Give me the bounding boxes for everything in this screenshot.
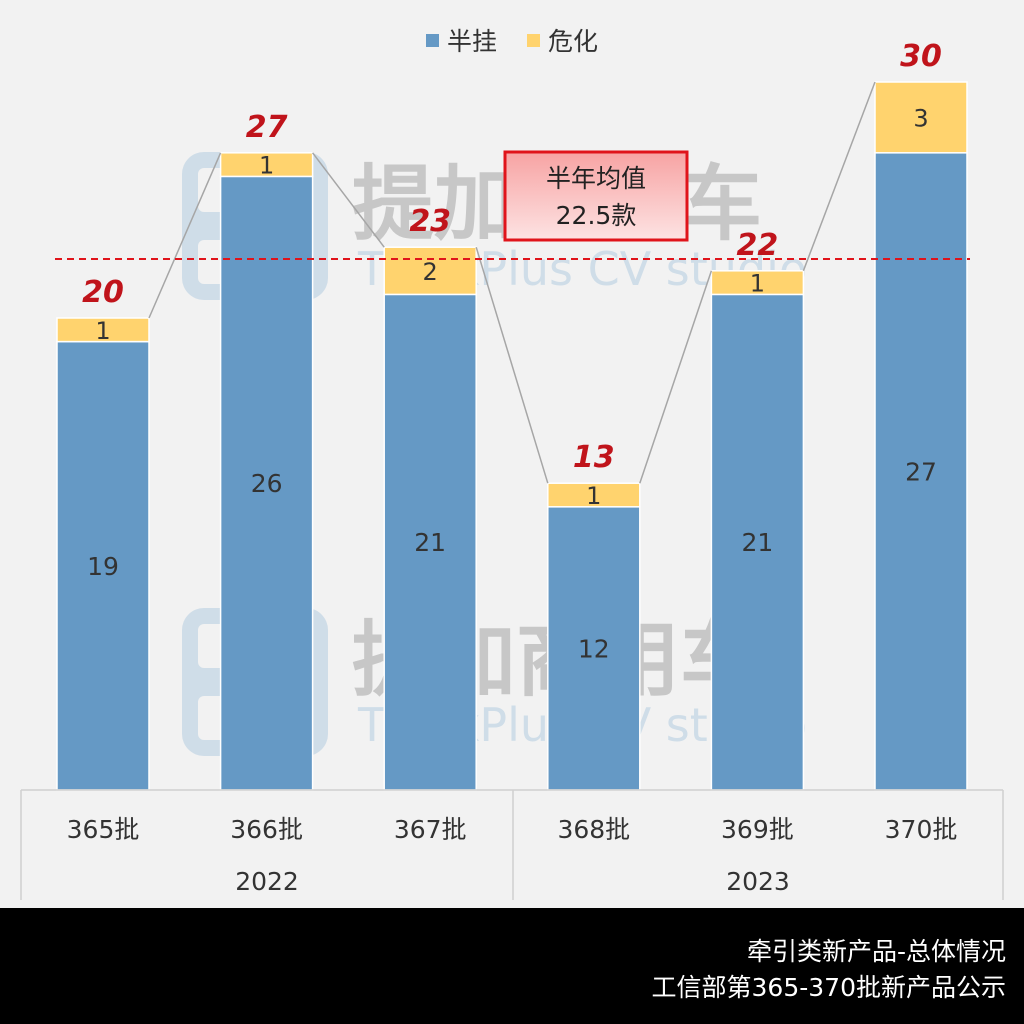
legend-label: 半挂 — [447, 27, 497, 56]
average-callout-box — [503, 150, 689, 242]
total-trend-line — [475, 246, 549, 484]
stacked-bar-chart: 提加商用车 TruckPlus CV studio 提加商用车 TruckPlu… — [20, 27, 1004, 900]
data-label: 27 — [905, 457, 937, 486]
data-label: 21 — [741, 528, 773, 557]
chart-area: 提加商用车 TruckPlus CV studio 提加商用车 TruckPlu… — [20, 27, 1004, 900]
bar-segment-半挂 — [383, 293, 477, 791]
legend: 半挂 危化 — [426, 27, 598, 56]
legend-swatch — [527, 34, 540, 47]
bar-segment-半挂 — [56, 340, 150, 791]
total-label: 30 — [900, 39, 942, 74]
bar-segment-半挂 — [710, 293, 805, 791]
total-label: 22 — [737, 228, 779, 263]
data-label: 2 — [423, 258, 438, 286]
average-callout-label: 半年均值 — [546, 164, 646, 193]
group-tick-label: 2022 — [235, 867, 299, 896]
data-label: 12 — [578, 634, 610, 663]
total-trend-line — [312, 152, 385, 248]
data-label: 21 — [414, 528, 446, 557]
total-label: 27 — [246, 110, 288, 145]
data-label: 1 — [95, 317, 110, 345]
data-label: 26 — [251, 469, 283, 498]
total-trend-line — [148, 152, 222, 319]
total-trend-line — [802, 81, 876, 272]
total-label: 20 — [82, 275, 124, 310]
category-tick-label: 369批 — [721, 815, 794, 844]
total-trend-line — [639, 270, 713, 484]
data-label: 19 — [87, 552, 119, 581]
category-tick-label: 368批 — [557, 815, 630, 844]
total-label: 23 — [409, 204, 451, 239]
footer-banner: 牵引类新产品-总体情况 工信部第365-370批新产品公示 — [0, 908, 1024, 1024]
bar-segment-危化 — [874, 81, 968, 154]
category-tick-label: 365批 — [67, 815, 140, 844]
footer-source: 工信部第365-370批新产品公示 — [651, 973, 1006, 1002]
data-label: 1 — [750, 270, 765, 298]
data-label: 1 — [586, 482, 601, 510]
bar-segment-危化 — [710, 270, 805, 296]
data-label: 1 — [259, 152, 274, 180]
footer-subtitle: 牵引类新产品-总体情况 — [746, 937, 1006, 966]
category-axis: 365批 366批 367批 368批 369批 370批 2022 2023 — [20, 789, 1004, 900]
bar-segment-危化 — [547, 482, 641, 508]
legend-swatch — [426, 34, 439, 47]
bar-segment-危化 — [219, 152, 314, 178]
average-callout-value: 22.5款 — [556, 201, 637, 230]
data-label: 3 — [913, 104, 928, 132]
group-tick-label: 2023 — [726, 867, 790, 896]
category-tick-label: 367批 — [394, 815, 467, 844]
total-label: 13 — [573, 440, 615, 475]
category-tick-label: 366批 — [230, 815, 303, 844]
legend-label: 危化 — [548, 27, 598, 56]
bar-segment-危化 — [383, 246, 477, 296]
category-tick-label: 370批 — [885, 815, 958, 844]
bar-segment-危化 — [56, 317, 150, 343]
